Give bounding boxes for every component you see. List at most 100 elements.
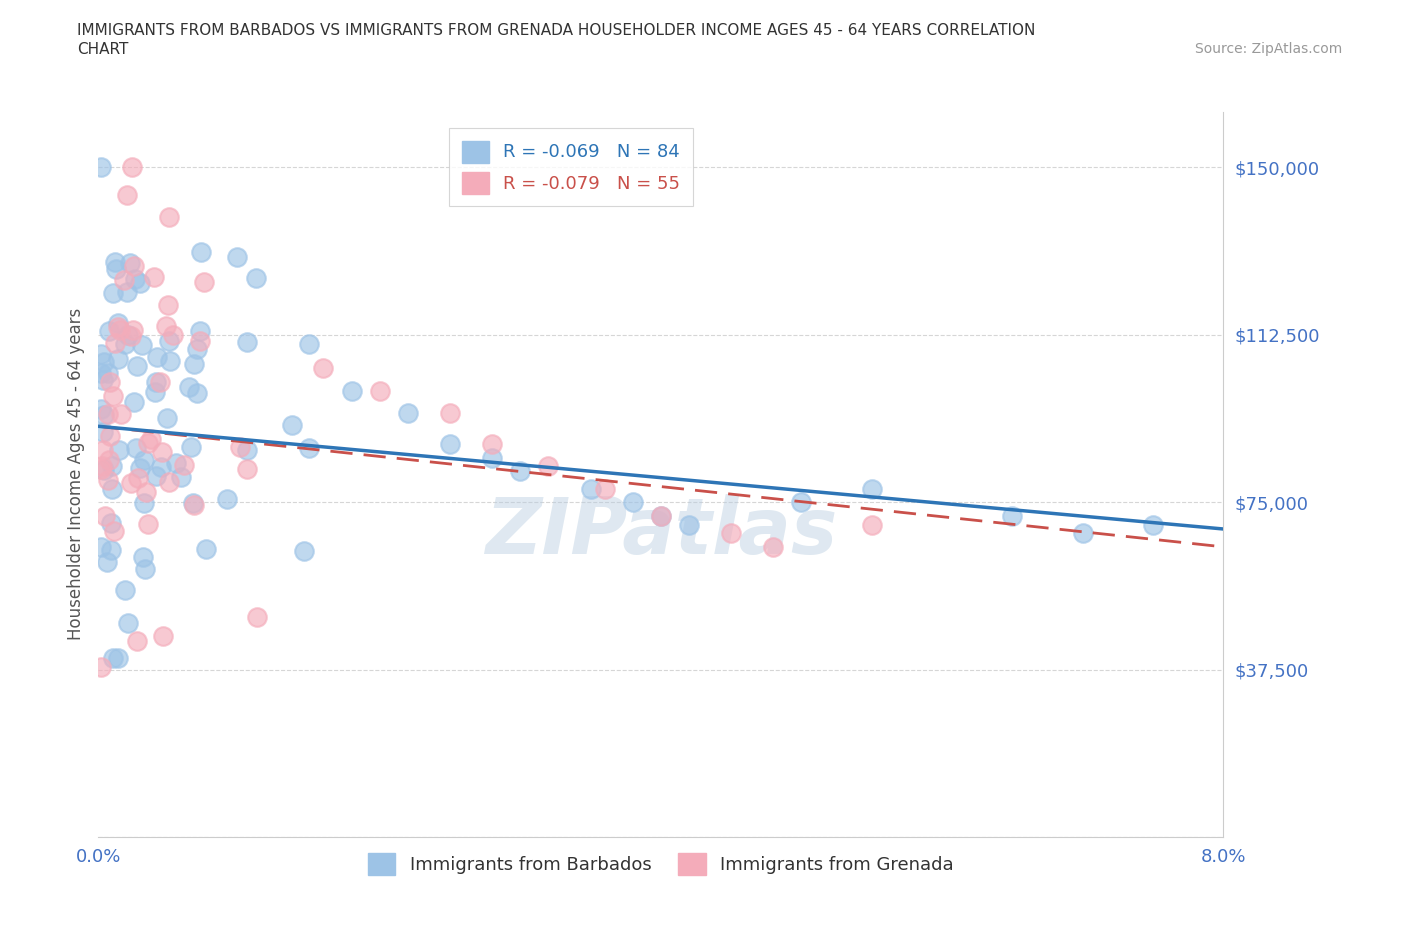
Point (124, 272, 146, 286)
Point (186, 341, 208, 356)
Point (170, 470, 193, 485)
Point (340, 383, 363, 398)
Point (90, 402, 112, 417)
Point (117, 328, 139, 343)
Point (107, 651, 129, 666)
Point (120, 256, 142, 271)
Point (180, 439, 202, 454)
Point (537, 459, 560, 474)
Point (101, 389, 124, 404)
Point (226, 250, 249, 265)
Point (439, 437, 461, 452)
Point (110, 406, 132, 421)
Point (115, 187, 138, 202)
Point (136, 517, 159, 532)
Point (245, 271, 267, 286)
Text: Source: ZipAtlas.com: Source: ZipAtlas.com (1195, 42, 1343, 56)
Point (217, 491, 239, 506)
Point (91, 373, 114, 388)
Point (150, 445, 173, 460)
Point (129, 460, 152, 475)
Point (157, 474, 180, 489)
Point (188, 334, 211, 349)
Point (97, 453, 120, 468)
Point (93, 354, 115, 369)
Point (186, 386, 208, 401)
Point (156, 410, 179, 425)
Point (481, 437, 503, 452)
Point (720, 526, 742, 541)
Point (298, 441, 321, 456)
Point (236, 443, 259, 458)
Point (100, 516, 122, 531)
Point (439, 405, 461, 420)
Point (97, 472, 120, 487)
Point (246, 609, 269, 624)
Point (162, 327, 184, 342)
Point (136, 435, 159, 450)
Point (229, 439, 252, 454)
Point (165, 456, 187, 471)
Point (114, 583, 136, 598)
Point (579, 482, 602, 497)
Point (312, 361, 335, 376)
Point (298, 337, 321, 352)
Point (104, 255, 127, 270)
Point (96, 554, 118, 569)
Point (117, 615, 139, 630)
Point (104, 336, 127, 351)
Point (107, 443, 129, 458)
Point (152, 629, 174, 644)
Point (481, 450, 503, 465)
Point (132, 453, 155, 468)
Point (104, 262, 127, 277)
Point (650, 508, 672, 523)
Point (149, 375, 172, 390)
Point (132, 496, 155, 511)
Point (98, 429, 121, 444)
Point (115, 284, 138, 299)
Y-axis label: Householder Income Ages 45 - 64 years: Householder Income Ages 45 - 64 years (66, 308, 84, 641)
Point (292, 543, 315, 558)
Point (108, 323, 131, 338)
Point (141, 432, 163, 446)
Point (1001, 508, 1024, 523)
Point (93, 462, 115, 477)
Point (509, 463, 531, 478)
Point (90, 539, 112, 554)
Point (135, 485, 157, 499)
Point (91, 424, 114, 439)
Point (368, 383, 391, 398)
Point (90, 365, 112, 380)
Point (125, 359, 148, 374)
Point (143, 270, 166, 285)
Point (97, 323, 120, 338)
Point (91, 458, 114, 473)
Point (90, 346, 112, 361)
Point (678, 517, 700, 532)
Point (194, 542, 217, 557)
Point (101, 482, 124, 497)
Point (125, 441, 148, 456)
Point (103, 651, 125, 666)
Point (193, 275, 215, 290)
Point (281, 418, 304, 432)
Point (131, 338, 153, 352)
Point (120, 475, 142, 490)
Point (156, 298, 179, 312)
Point (650, 508, 672, 523)
Point (121, 160, 143, 175)
Point (145, 468, 167, 483)
Point (145, 349, 167, 364)
Point (1071, 526, 1094, 541)
Point (112, 272, 135, 287)
Point (621, 495, 644, 510)
Point (790, 495, 813, 510)
Point (188, 324, 211, 339)
Point (101, 458, 124, 473)
Point (90, 461, 112, 476)
Point (103, 524, 125, 538)
Point (396, 405, 419, 420)
Text: ZIPatlas: ZIPatlas (485, 495, 837, 570)
Point (150, 459, 173, 474)
